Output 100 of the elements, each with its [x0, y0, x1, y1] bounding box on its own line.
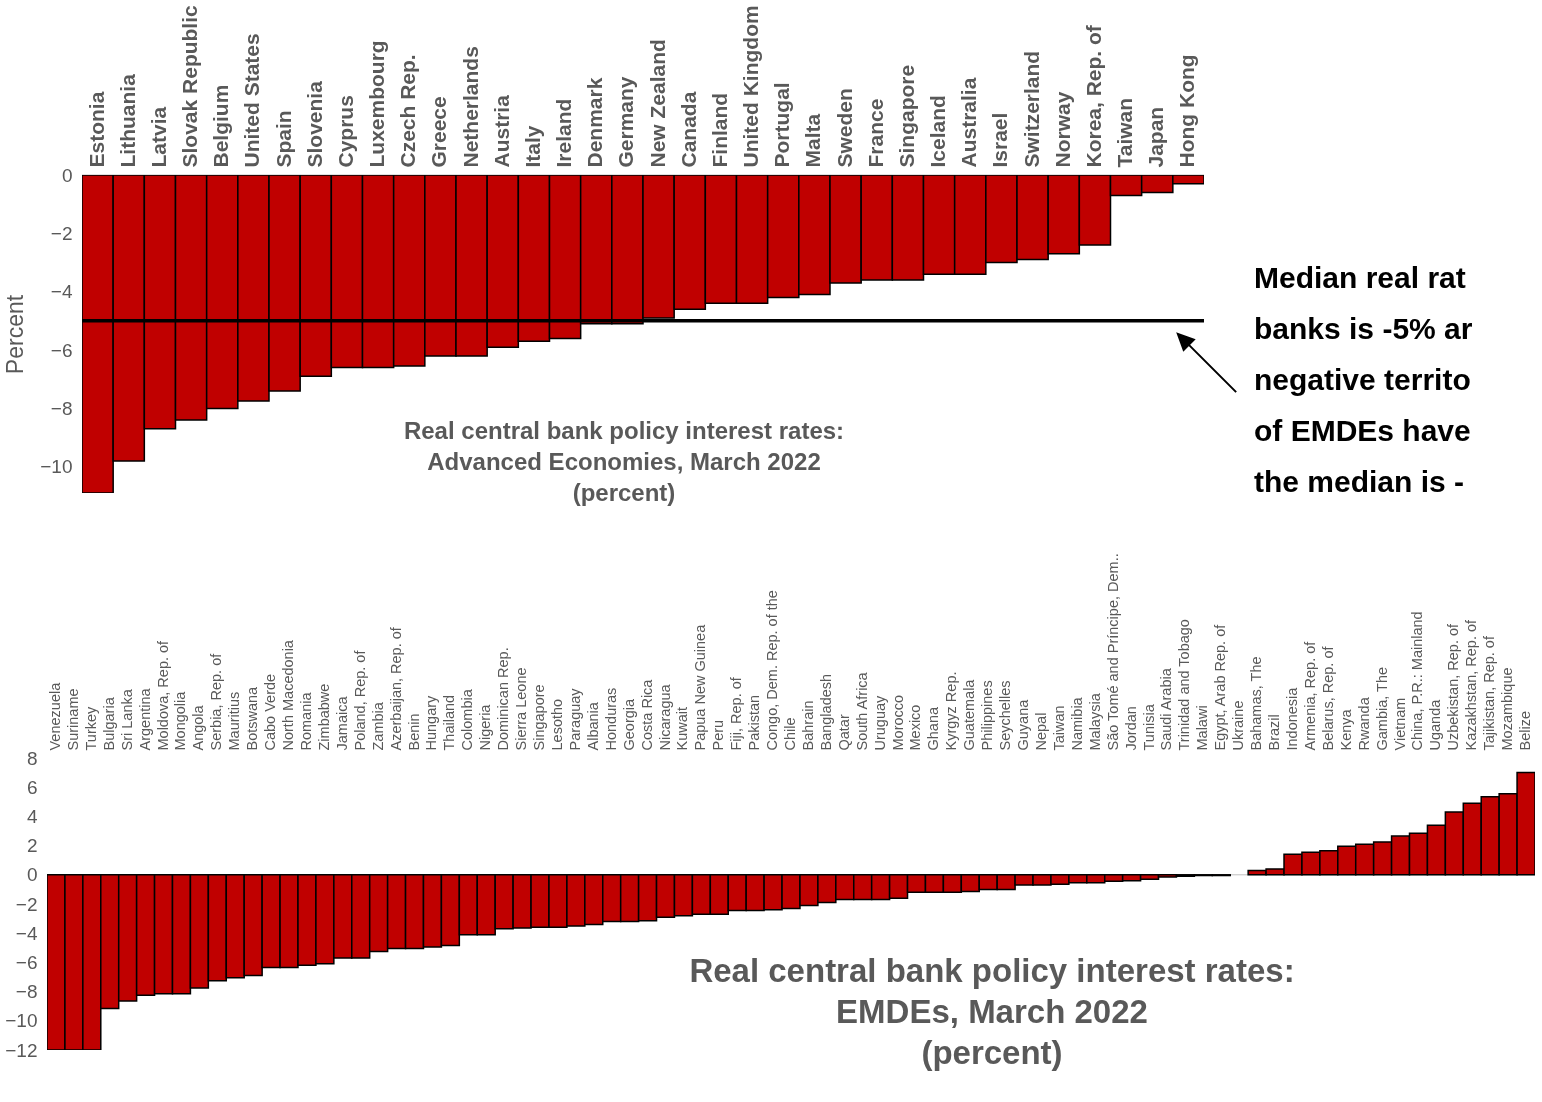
x-tick-label: Dominican Rep.	[495, 647, 512, 751]
x-tick-label: Turkey	[82, 705, 99, 751]
x-tick-label: Vietnam	[1391, 697, 1408, 751]
x-tick-label: Czech Rep.	[396, 54, 420, 168]
x-tick-label: Peru	[710, 719, 727, 751]
x-tick-label: Israel	[988, 112, 1012, 168]
x-tick-label: Mongolia	[172, 690, 189, 751]
x-tick-label: Nepal	[1032, 712, 1049, 751]
x-tick-label: Slovenia	[302, 80, 326, 168]
x-tick-label: Korea, Rep. of	[1081, 24, 1105, 168]
y-axis-title: Percent	[2, 294, 29, 375]
x-tick-label: Guatemala	[961, 678, 978, 751]
x-tick-label: China, P.R.: Mainland	[1409, 611, 1426, 751]
x-tick-label: Malaysia	[1086, 692, 1103, 751]
y-tick-label: −12	[5, 1039, 38, 1061]
x-tick-label: Fiji, Rep. of	[728, 676, 745, 751]
x-tick-label: Suriname	[64, 688, 81, 751]
x-tick-label: Norway	[1050, 91, 1074, 168]
x-tick-label: Indonesia	[1283, 686, 1300, 751]
x-tick-label: Trinidad and Tobago	[1176, 619, 1193, 751]
y-tick-label: 6	[26, 776, 38, 798]
x-tick-label: Hungary	[423, 694, 440, 751]
x-tick-label: Tajikistan, Rep. of	[1481, 635, 1498, 751]
y-tick-label: −8	[50, 397, 73, 419]
x-tick-label: Tunisia	[1140, 703, 1157, 751]
x-tick-label: Finland	[707, 92, 731, 168]
x-tick-label: Latvia	[146, 106, 170, 168]
x-tick-label: Benin	[405, 713, 422, 751]
x-tick-label: North Macedonia	[280, 639, 297, 751]
x-tick-label: Albania	[584, 701, 601, 751]
x-tick-label: Rwanda	[1355, 696, 1372, 751]
x-tick-label: Chile	[782, 717, 798, 751]
x-tick-label: Zimbabwe	[315, 683, 332, 751]
x-tick-label: Ireland	[552, 98, 576, 168]
x-tick-label: Bulgaria	[100, 696, 117, 751]
x-tick-label: Bahrain	[799, 700, 816, 751]
x-tick-label: Malawi	[1194, 705, 1211, 751]
x-tick-label: Spain	[271, 110, 295, 168]
y-tick-label: −4	[50, 281, 73, 303]
x-tick-label: Belize	[1517, 711, 1534, 751]
x-tick-label: Mozambique	[1499, 667, 1516, 751]
x-tick-label: Moldova, Rep. of	[154, 639, 171, 751]
x-tick-label: Australia	[957, 77, 981, 168]
y-tick-label: −2	[50, 222, 73, 244]
x-tick-label: Angola	[190, 704, 207, 751]
x-tick-label: Lesotho	[548, 698, 565, 751]
y-tick-label: 2	[26, 835, 38, 857]
x-tick-label: France	[863, 98, 887, 168]
x-tick-label: Azerbaijan, Rep. of	[387, 626, 404, 751]
x-tick-label: Gambia, The	[1373, 666, 1390, 751]
text: Real central bank policy interest rates: Advanced Economies, March 2022 (percent)	[403, 417, 845, 506]
x-tick-label: Costa Rica	[638, 678, 655, 751]
x-tick-label: Jordan	[1122, 706, 1139, 751]
x-tick-label: Kenya	[1337, 708, 1354, 751]
x-tick-label: Papua New Guinea	[692, 623, 709, 751]
x-tick-label: Luxembourg	[365, 40, 389, 168]
x-tick-label: Colombia	[459, 688, 476, 751]
x-tick-label: Guyana	[1015, 698, 1032, 751]
x-tick-label: United States	[240, 33, 264, 168]
text: Real central bank policy interest rates: EMDEs, March 2022 (percent)	[689, 952, 1295, 1071]
x-tick-label: Serbia, Rep. of	[208, 652, 225, 751]
x-tick-label: Kuwait	[674, 706, 691, 751]
x-tick-label: Belarus, Rep. of	[1319, 645, 1336, 751]
x-tick-label: Lithuania	[115, 73, 139, 168]
y-tick-label: 4	[26, 805, 38, 827]
x-tick-label: Namibia	[1068, 696, 1085, 751]
x-tick-label: Argentina	[136, 687, 153, 751]
x-tick-label: Germany	[614, 76, 638, 168]
x-tick-label: Slovak Republic	[178, 4, 202, 168]
x-tick-label: South Africa	[853, 671, 870, 751]
y-tick-label: −4	[15, 922, 38, 944]
y-tick-label: −2	[15, 893, 38, 915]
x-tick-label: Netherlands	[458, 46, 482, 168]
x-tick-label: Egypt, Arab Rep. of	[1212, 623, 1229, 751]
x-tick-label: Botswana	[244, 685, 261, 751]
x-tick-label: Jamaica	[333, 695, 350, 751]
x-tick-label: Austria	[489, 94, 513, 168]
x-tick-label: São Tomé and Príncipe, Dem..	[1104, 553, 1121, 751]
x-tick-label: Uruguay	[871, 694, 888, 751]
y-tick-label: −10	[5, 1010, 38, 1032]
x-tick-label: Taiwan	[1113, 97, 1137, 168]
x-tick-label: Japan	[1144, 106, 1168, 168]
x-tick-label: Poland, Rep. of	[351, 649, 368, 751]
x-tick-label: Ukraine	[1230, 700, 1247, 751]
x-tick-label: Italy	[520, 125, 544, 168]
x-tick-label: Bangladesh	[817, 673, 834, 751]
x-tick-label: Georgia	[620, 697, 637, 751]
x-tick-label: Belgium	[209, 84, 233, 168]
x-tick-label: Bahamas, The	[1248, 656, 1265, 751]
x-tick-label: Honduras	[602, 687, 619, 751]
x-tick-label: Malta	[801, 113, 825, 168]
y-tick-label: 8	[26, 747, 38, 769]
x-tick-label: Taiwan	[1050, 705, 1067, 751]
x-tick-label: Seychelles	[997, 680, 1014, 751]
x-tick-label: United Kingdom	[739, 5, 763, 168]
text: Median real rat banks is -5% ar negative territo of EMDEs have the median is -	[1254, 261, 1473, 498]
y-tick-label: −8	[15, 981, 38, 1003]
x-tick-label: Cyprus	[333, 95, 357, 168]
y-tick-label: −6	[15, 951, 38, 973]
x-tick-label: Paraguay	[566, 687, 583, 751]
